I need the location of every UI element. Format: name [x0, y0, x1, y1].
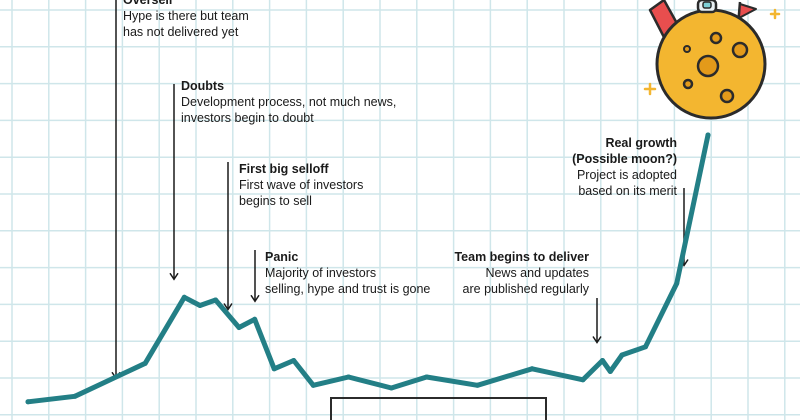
- annotation-text: Project is adopted: [576, 168, 677, 182]
- data-point: [643, 344, 648, 350]
- range-bracket: [330, 397, 547, 420]
- annotation-text: News and updates: [485, 266, 589, 280]
- data-point: [607, 369, 613, 374]
- annotation-text: begins to sell: [239, 194, 312, 208]
- annotation-text: First wave of investors: [239, 178, 364, 192]
- data-point: [25, 399, 31, 405]
- data-point: [619, 352, 625, 358]
- annotation-text: has not delivered yet: [123, 25, 239, 39]
- data-point: [213, 297, 219, 303]
- data-point: [424, 374, 430, 380]
- data-point: [142, 360, 148, 366]
- annotation-text: Majority of investors: [265, 266, 377, 280]
- annotation-title: First big selloff: [239, 162, 329, 176]
- data-point: [72, 393, 78, 399]
- data-point: [252, 316, 258, 322]
- moon-illustration: [643, 0, 781, 120]
- sparkle-icon: [643, 8, 781, 96]
- annotation-title: Team begins to deliver: [454, 250, 589, 264]
- annotation-title: Panic: [265, 250, 299, 264]
- annotation-title: Doubts: [181, 79, 225, 93]
- astronaut-icon: [696, 0, 718, 14]
- data-point: [181, 294, 187, 300]
- data-point: [346, 374, 351, 380]
- annotation-doubts: Doubts Development process, not much new…: [181, 78, 396, 126]
- annotation-first-big-selloff: First big selloff First wave of investor…: [239, 161, 363, 209]
- data-point: [600, 358, 605, 363]
- data-point: [674, 281, 680, 286]
- arrow-head-icon: [250, 294, 260, 303]
- arrow-head-icon: [592, 336, 602, 344]
- data-point: [236, 325, 242, 330]
- annotation-subtitle: (Possible moon?): [572, 152, 677, 166]
- annotation-team-begins-to-deliver: Team begins to deliver News and updates …: [454, 249, 589, 297]
- arrow-head-icon: [169, 272, 179, 281]
- annotation-title: Real growth: [605, 136, 677, 150]
- data-point: [310, 382, 316, 388]
- arrow-head-icon: [223, 303, 233, 311]
- annotation-title: Oversell: [123, 0, 173, 7]
- annotation-text: are published regularly: [462, 282, 589, 296]
- moon-icon: [655, 8, 767, 120]
- annotation-text: based on its merit: [578, 184, 677, 198]
- annotation-text: selling, hype and trust is gone: [265, 282, 431, 296]
- data-point: [291, 358, 297, 363]
- data-point: [271, 366, 277, 372]
- annotation-real-growth: Real growth (Possible moon?) Project is …: [572, 135, 677, 199]
- data-point: [388, 385, 394, 391]
- annotation-text: Development process, not much news,: [181, 95, 397, 109]
- data-points: [25, 132, 711, 405]
- data-point: [529, 366, 535, 372]
- annotation-oversell: Oversell Hype is there but team has not …: [123, 0, 249, 40]
- annotation-text: Hype is there but team: [123, 9, 249, 23]
- annotation-text: investors begin to doubt: [181, 111, 314, 125]
- data-point: [474, 382, 480, 388]
- data-point: [705, 132, 711, 138]
- data-point: [580, 377, 586, 383]
- data-point: [197, 303, 203, 308]
- annotation-panic: Panic Majority of investors selling, hyp…: [265, 249, 430, 297]
